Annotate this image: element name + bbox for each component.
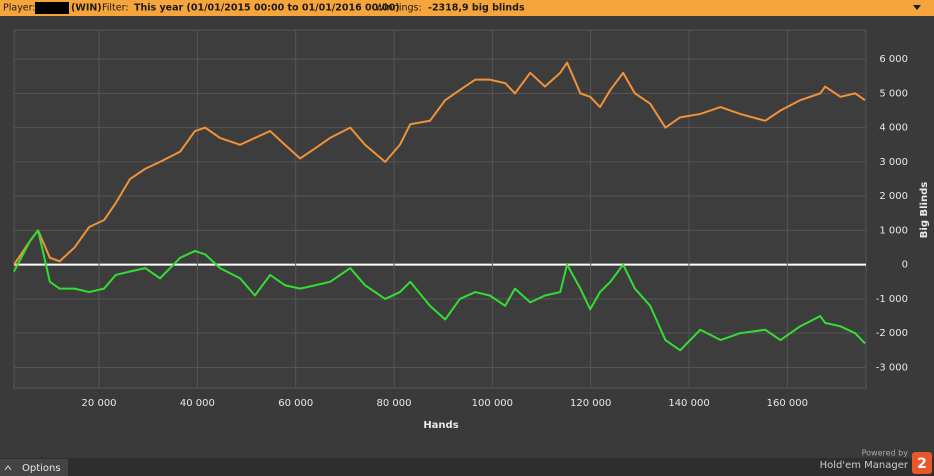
y-tick-label: -1 000	[876, 294, 908, 305]
y-axis-title: Big Blinds	[919, 182, 930, 238]
options-caret	[4, 465, 12, 471]
x-tick-label: 40 000	[180, 398, 215, 409]
y-tick-label: 1 000	[879, 225, 908, 236]
y-tick-label: 4 000	[879, 123, 908, 134]
y-tick-label: 3 000	[879, 157, 908, 168]
series-line	[13, 61, 866, 266]
y-tick-label: -2 000	[876, 328, 908, 339]
x-tick-label: 120 000	[570, 398, 611, 409]
y-tick-label: -3 000	[876, 362, 908, 373]
result: (WIN)	[71, 3, 102, 14]
y-tick-label: 5 000	[879, 88, 908, 99]
series-line	[13, 229, 866, 352]
filter-value: This year (01/01/2015 00:00 to 01/01/201…	[134, 3, 400, 14]
y-tick-label: 6 000	[879, 54, 908, 65]
header-menu[interactable]	[913, 5, 921, 10]
x-tick-label: 160 000	[767, 398, 808, 409]
x-tick-label: 80 000	[377, 398, 412, 409]
winnings-value: -2318,9 big blinds	[428, 3, 525, 14]
header-bar	[0, 0, 934, 16]
x-tick-label: 140 000	[668, 398, 709, 409]
footer-bar	[0, 458, 934, 476]
filter-label: Filter:	[102, 3, 129, 14]
x-tick-label: 60 000	[278, 398, 313, 409]
winnings-label: Winnings:	[375, 3, 422, 14]
x-axis-title: Hands	[423, 420, 458, 431]
brand-badge: 2	[917, 456, 927, 472]
plot-area	[13, 29, 867, 389]
player-label: Player:	[3, 3, 36, 14]
x-tick-label: 20 000	[82, 398, 117, 409]
options-label[interactable]: Options	[22, 463, 61, 474]
x-tick-label: 100 000	[472, 398, 513, 409]
y-tick-label: 0	[902, 260, 908, 271]
redacted-name	[35, 2, 69, 14]
y-tick-label: 2 000	[879, 191, 908, 202]
brand-badge-bg	[912, 452, 932, 474]
options-button[interactable]	[0, 459, 68, 476]
brand: Hold'em Manager	[820, 460, 909, 471]
powered-by: Powered by	[862, 449, 909, 458]
